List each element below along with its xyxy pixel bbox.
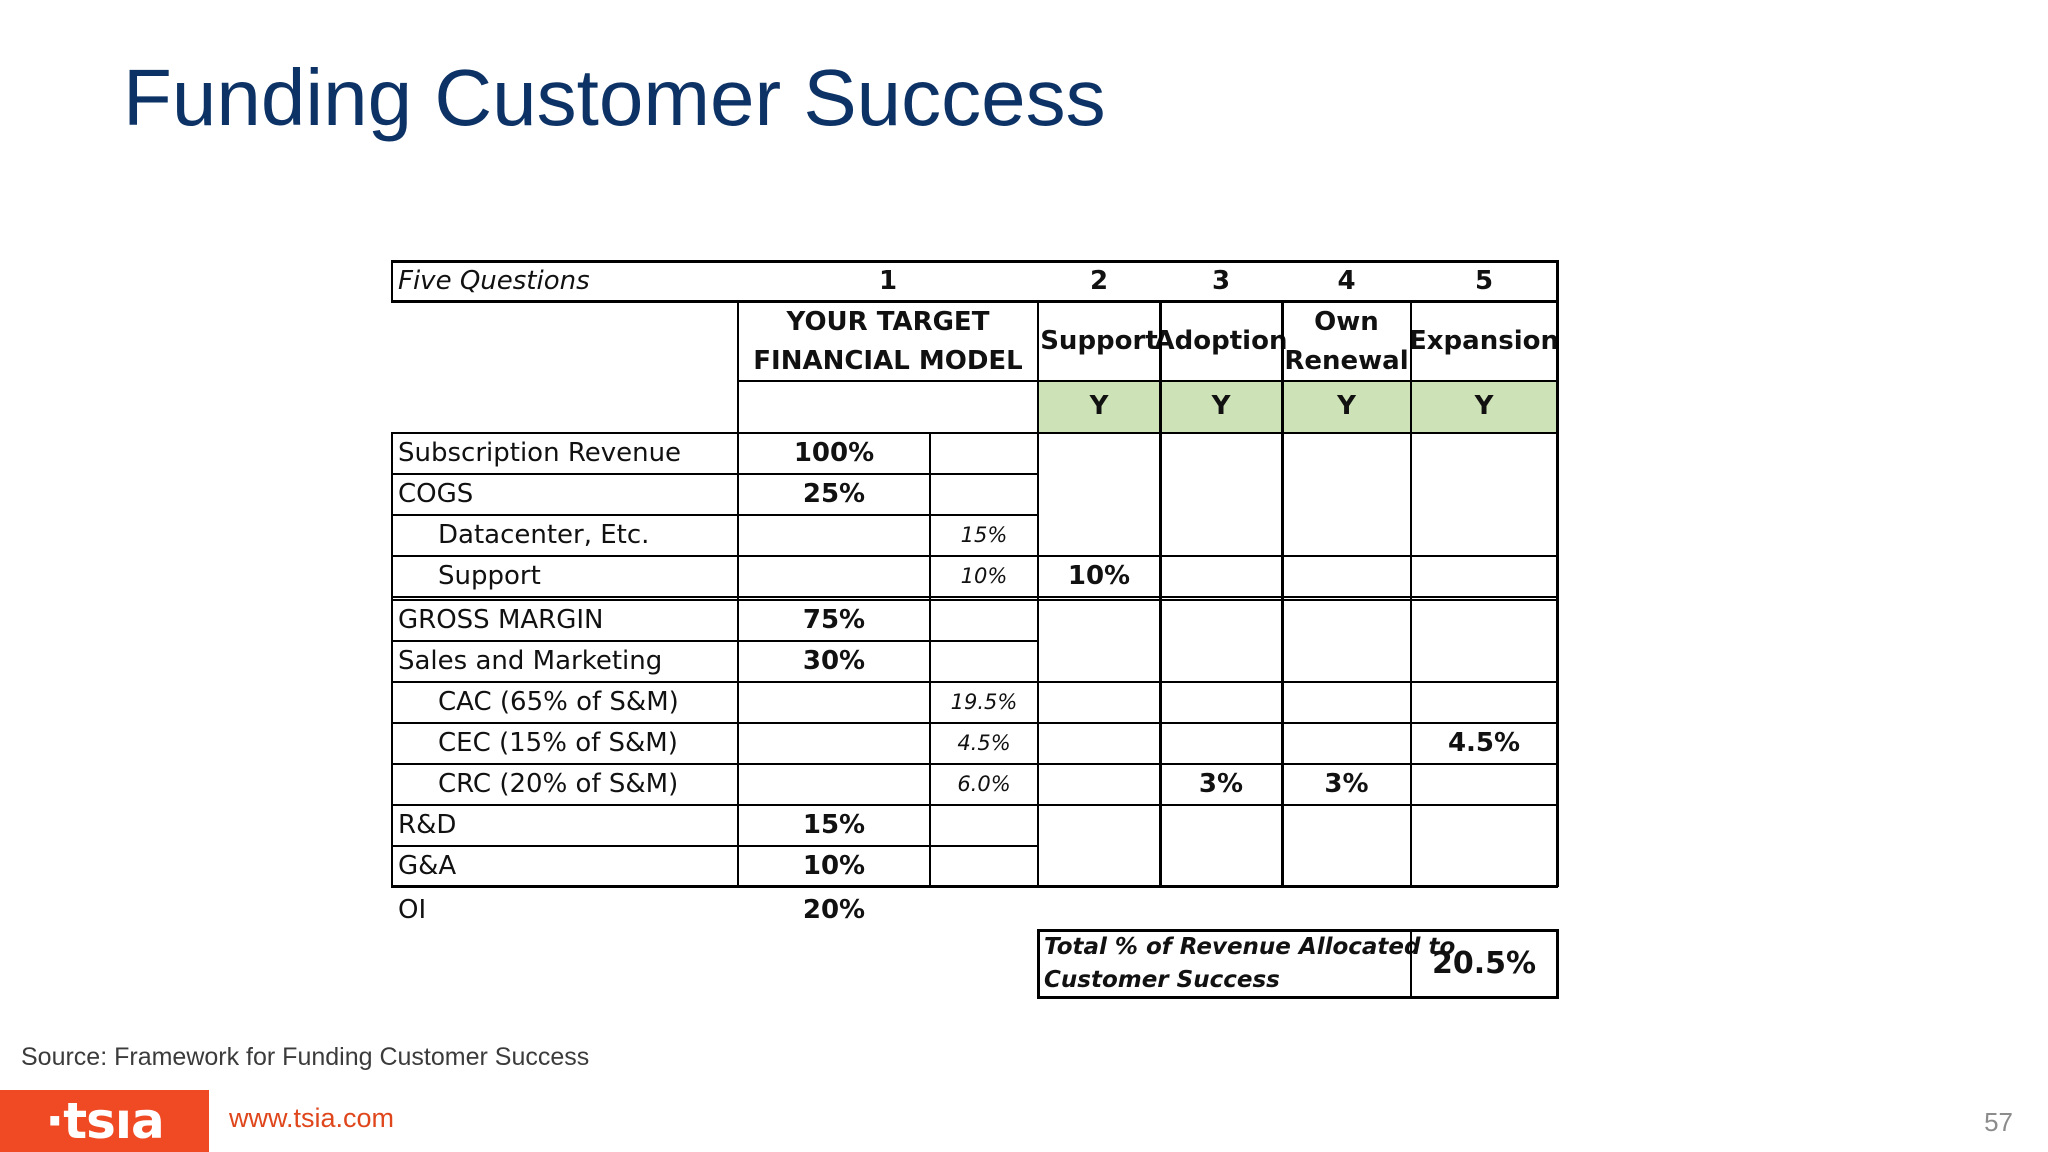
grid-line: [391, 640, 1038, 642]
grid-line: [391, 722, 1558, 724]
grid-line: [1410, 300, 1412, 887]
grid-line: [737, 380, 1558, 382]
row-pct: 25%: [802, 478, 866, 509]
expansion-allocation: 4.5%: [1447, 727, 1521, 758]
row-label: Sales and Marketing: [398, 645, 663, 676]
row-label: Datacenter, Etc.: [438, 519, 650, 550]
grid-line: [391, 845, 1038, 847]
answer-adoption: Y: [1160, 381, 1282, 433]
question-number-5: 5: [1474, 266, 1494, 297]
total-value: 20.5%: [1431, 946, 1537, 982]
own-renewal-header-line1: Own: [1314, 306, 1379, 337]
grid-line: [391, 300, 1558, 303]
grid-line: [1410, 929, 1412, 999]
support-header: Support: [1040, 325, 1158, 356]
row-sub-pct: 6.0%: [957, 772, 1011, 797]
adoption-allocation: 3%: [1198, 768, 1244, 799]
answer-expansion: Y: [1411, 381, 1557, 433]
support-allocation: 10%: [1067, 560, 1131, 591]
website-link[interactable]: www.tsia.com: [229, 1103, 395, 1133]
own-renewal-header: Own Renewal: [1282, 302, 1411, 381]
grid-line: [391, 260, 1558, 263]
answer-renewal: Y: [1282, 381, 1411, 433]
row-label: Support: [438, 560, 541, 591]
row-label: R&D: [398, 809, 457, 840]
row-label: GROSS MARGIN: [398, 604, 604, 635]
row-label: CEC (15% of S&M): [438, 727, 678, 758]
question-number-1: 1: [878, 266, 898, 297]
row-label: G&A: [398, 850, 457, 881]
row-pct: 15%: [802, 809, 866, 840]
grid-line: [1037, 929, 1558, 932]
total-label-line2: Customer Success: [1044, 967, 1280, 993]
row-sub-pct: 15%: [960, 523, 1008, 548]
row-pct: 20%: [802, 894, 866, 925]
grid-line: [391, 596, 1558, 598]
grid-line: [391, 432, 393, 887]
question-number-2: 2: [1089, 266, 1109, 297]
row-pct: 100%: [793, 437, 875, 468]
question-number-4: 4: [1337, 266, 1356, 297]
target-model-header-line1: YOUR TARGET: [786, 306, 990, 337]
row-sub-pct: 10%: [960, 564, 1008, 589]
row-pct: 75%: [802, 604, 866, 635]
row-label: COGS: [398, 478, 474, 509]
grid-line: [1281, 300, 1284, 887]
expansion-header: Expansion: [1409, 325, 1559, 356]
grid-line: [391, 260, 393, 303]
logo-text: ·tsıa: [45, 1092, 165, 1150]
row-label: OI: [398, 894, 427, 925]
grid-line: [391, 804, 1558, 806]
grid-line: [391, 514, 1038, 516]
answer-support: Y: [1038, 381, 1160, 433]
row-label: Subscription Revenue: [398, 437, 682, 468]
tsia-logo: ·tsıa: [0, 1090, 209, 1152]
grid-line: [929, 432, 931, 887]
grid-line: [391, 432, 1558, 434]
page-number: 57: [1984, 1107, 2013, 1137]
grid-line: [1037, 929, 1040, 999]
target-model-header-line2: FINANCIAL MODEL: [753, 345, 1023, 376]
grid-line: [1037, 996, 1558, 999]
grid-line: [391, 555, 1558, 557]
grid-line: [391, 763, 1558, 765]
corner-label: Five Questions: [398, 266, 590, 297]
slide-title: Funding Customer Success: [123, 53, 1106, 142]
target-model-header: YOUR TARGET FINANCIAL MODEL: [738, 302, 1038, 381]
renewal-allocation: 3%: [1324, 768, 1369, 799]
grid-line: [737, 300, 739, 433]
row-pct: 30%: [802, 645, 866, 676]
question-number-3: 3: [1211, 266, 1231, 297]
grid-line: [391, 681, 1558, 683]
row-label: CRC (20% of S&M): [438, 768, 679, 799]
adoption-header: Adoption: [1154, 325, 1288, 356]
source-note: Source: Framework for Funding Customer S…: [21, 1043, 590, 1071]
grid-line: [391, 885, 1558, 888]
row-pct: 10%: [802, 850, 866, 881]
grid-line: [391, 599, 1558, 601]
row-sub-pct: 19.5%: [950, 690, 1018, 715]
grid-line: [1037, 300, 1039, 887]
row-label: CAC (65% of S&M): [438, 686, 679, 717]
grid-line: [1556, 260, 1559, 887]
grid-line: [1556, 929, 1559, 999]
row-sub-pct: 4.5%: [957, 731, 1011, 756]
total-label-line1: Total % of Revenue Allocated to: [1044, 933, 1456, 960]
own-renewal-header-line2: Renewal: [1284, 345, 1409, 376]
grid-line: [391, 473, 1038, 475]
grid-line: [737, 432, 739, 887]
total-label: Total % of Revenue Allocated to Customer…: [1038, 930, 1455, 998]
grid-line: [1159, 300, 1162, 887]
